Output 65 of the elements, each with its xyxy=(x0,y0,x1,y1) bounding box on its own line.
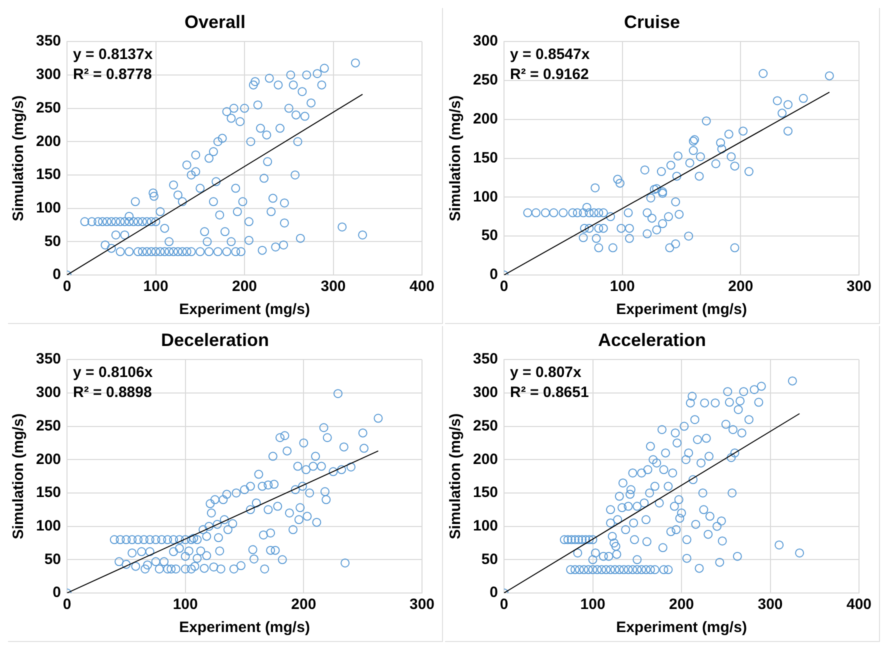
y-tick-label: 200 xyxy=(472,450,498,468)
annotation: R² = 0.8651 xyxy=(510,384,589,402)
x-axis-title: Experiment (mg/s) xyxy=(616,301,747,318)
x-tick-label: 100 xyxy=(610,278,635,296)
y-tick-label: 100 xyxy=(472,188,498,206)
y-tick-label: 50 xyxy=(481,227,498,244)
y-tick-label: 300 xyxy=(36,66,62,84)
y-tick-label: 350 xyxy=(472,350,498,368)
y-tick-label: 300 xyxy=(36,384,62,402)
x-tick-label: 100 xyxy=(172,596,198,614)
y-tick-label: 100 xyxy=(36,199,62,216)
y-tick-label: 350 xyxy=(36,32,62,50)
x-tick-label: 300 xyxy=(846,278,872,296)
chart-title: Deceleration xyxy=(160,330,270,350)
y-tick-label: 300 xyxy=(472,384,498,402)
y-tick-label: 250 xyxy=(472,72,498,89)
chart-title: Overall xyxy=(184,12,246,32)
annotation: R² = 0.8898 xyxy=(73,384,152,402)
y-tick-label: 150 xyxy=(36,166,62,184)
x-tick-label: 200 xyxy=(669,596,694,614)
y-axis-title: Simulation (mg/s) xyxy=(447,95,464,222)
y-axis-title: Simulation (mg/s) xyxy=(10,413,28,540)
y-tick-label: 200 xyxy=(36,132,62,150)
y-tick-label: 250 xyxy=(36,417,62,434)
y-tick-label: 150 xyxy=(472,484,498,502)
x-axis-title: Experiment (mg/s) xyxy=(179,301,310,318)
y-tick-label: 0 xyxy=(52,584,62,602)
y-tick-label: 350 xyxy=(36,350,62,368)
y-tick-label: 100 xyxy=(36,517,62,534)
y-tick-label: 250 xyxy=(472,417,498,434)
annotation: y = 0.8547x xyxy=(510,46,590,64)
x-tick-label: 200 xyxy=(232,278,258,296)
y-tick-label: 200 xyxy=(472,110,498,128)
x-axis-title: Experiment (mg/s) xyxy=(179,619,310,636)
annotation: y = 0.8137x xyxy=(73,46,154,64)
annotation: R² = 0.9162 xyxy=(510,66,589,84)
x-axis-title: Experiment (mg/s) xyxy=(616,619,747,636)
y-tick-label: 50 xyxy=(481,550,498,568)
y-tick-label: 300 xyxy=(472,32,498,50)
y-tick-label: 100 xyxy=(472,517,498,534)
x-tick-label: 200 xyxy=(728,278,754,296)
y-tick-label: 150 xyxy=(472,149,498,166)
y-tick-label: 150 xyxy=(36,484,62,502)
x-tick-label: 300 xyxy=(758,596,783,614)
x-tick-label: 100 xyxy=(143,278,168,296)
x-tick-label: 400 xyxy=(409,278,435,296)
x-tick-label: 100 xyxy=(580,596,606,614)
x-tick-label: 200 xyxy=(291,596,316,614)
y-axis-title: Simulation (mg/s) xyxy=(447,413,464,540)
y-tick-label: 50 xyxy=(44,550,62,568)
chart-title: Cruise xyxy=(624,12,680,32)
chart-title: Acceleration xyxy=(598,330,706,350)
x-tick-label: 400 xyxy=(846,596,872,614)
y-tick-label: 200 xyxy=(36,450,62,468)
y-tick-label: 250 xyxy=(36,99,62,116)
y-axis-title: Simulation (mg/s) xyxy=(10,95,28,222)
annotation: y = 0.8106x xyxy=(73,364,154,382)
y-tick-label: 50 xyxy=(44,232,62,250)
y-tick-label: 0 xyxy=(490,266,498,284)
annotation: y = 0.807x xyxy=(510,364,582,382)
x-tick-label: 300 xyxy=(320,278,346,296)
y-tick-label: 0 xyxy=(52,266,62,284)
y-tick-label: 0 xyxy=(490,584,498,602)
annotation: R² = 0.8778 xyxy=(73,66,152,84)
x-tick-label: 300 xyxy=(409,596,435,614)
